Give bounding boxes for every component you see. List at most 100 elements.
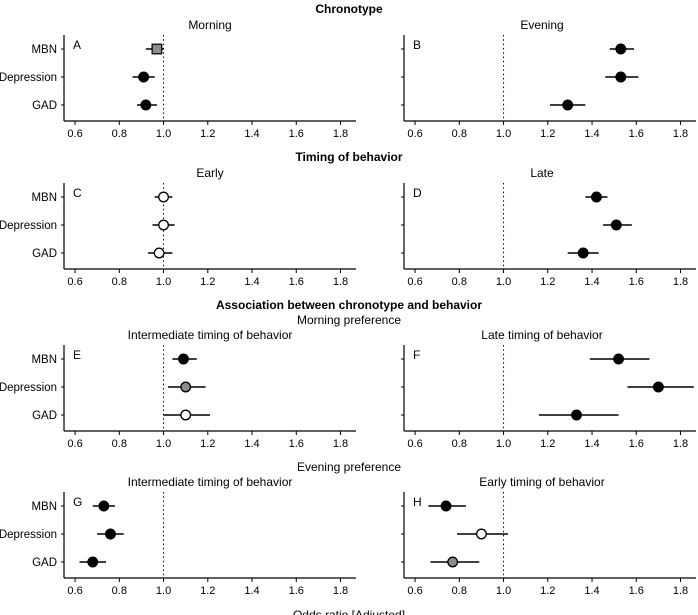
x-tick-label: 1.4 [244, 585, 259, 597]
x-tick-label: 1.2 [540, 128, 555, 140]
section-association-evening: Evening preference Intermediate timing o… [0, 460, 698, 607]
panel-letter: H [413, 495, 422, 509]
panel-d: 0.6 0.8 1.0 1.2 1.4 1.6 1.8 D [364, 181, 698, 298]
x-tick-label: 0.8 [452, 128, 467, 140]
x-tick-label: 1.4 [244, 276, 259, 288]
section-subheader: Evening preference [296, 460, 402, 474]
panel-c-plot: 0.6 0.8 1.0 1.2 1.4 1.6 1.8 C MBN Depression GAD [0, 183, 356, 288]
x-tick-label: 1.6 [289, 128, 304, 140]
x-tick-label: 1.2 [540, 276, 555, 288]
x-tick-label: 1.8 [333, 276, 348, 288]
panel-f: 0.6 0.8 1.0 1.2 1.4 1.6 1.8 F [364, 343, 698, 460]
panels-row: 0.6 0.8 1.0 1.2 1.4 1.6 1.8 G MBN Depression GAD 0… [0, 490, 698, 607]
x-tick-label: 0.8 [112, 128, 127, 140]
x-tick-label: 1.6 [629, 128, 644, 140]
section-timing-of-behavior: Timing of behavior Early Late 0.6 0.8 1.0 1… [0, 150, 698, 298]
x-tick-label: 1.0 [496, 276, 511, 288]
x-tick-label: 0.6 [67, 438, 82, 450]
panel-e-plot: 0.6 0.8 1.0 1.2 1.4 1.6 1.8 E MBN Depression GAD [0, 345, 356, 450]
panel-letter: A [73, 38, 81, 52]
y-category-label: Depression [0, 382, 57, 394]
panel-titles-row: Morning Evening [0, 17, 698, 33]
data-point [610, 219, 622, 231]
panel-e: 0.6 0.8 1.0 1.2 1.4 1.6 1.8 E MBN Depression GAD [0, 343, 364, 460]
x-tick-label: 0.6 [67, 585, 82, 597]
data-point [105, 528, 116, 540]
data-point [153, 247, 165, 259]
x-axis-label: Odds ratio [Adjusted] [292, 608, 406, 615]
x-tick-label: 1.0 [496, 438, 511, 450]
panel-title-g: Intermediate timing of behavior [127, 475, 293, 489]
x-tick-label: 1.6 [289, 585, 304, 597]
panel-b: 0.6 0.8 1.0 1.2 1.4 1.6 1.8 B [364, 33, 698, 150]
panel-titles-row: Intermediate timing of behavior Late tim… [0, 327, 698, 343]
x-tick-label: 1.8 [333, 585, 348, 597]
data-point [475, 528, 487, 540]
data-point [87, 556, 99, 568]
panel-letter: D [413, 186, 422, 200]
spacer [356, 327, 396, 343]
x-tick-label: 1.6 [289, 276, 304, 288]
panel-letter: E [73, 348, 81, 362]
data-point [151, 43, 163, 55]
panels-row: 0.6 0.8 1.0 1.2 1.4 1.6 1.8 A MBN Depression GAD 0… [0, 33, 698, 150]
panel-title-e: Intermediate timing of behavior [127, 328, 293, 342]
x-tick-label: 0.8 [112, 585, 127, 597]
panel-letter: G [73, 495, 82, 509]
panel-title-a: Morning [188, 18, 232, 32]
panel-title-c: Early [196, 166, 224, 180]
section-header: Association between chronotype and behav… [215, 298, 483, 312]
x-tick-label: 1.6 [289, 438, 304, 450]
spacer [356, 17, 396, 33]
x-tick-label: 0.6 [67, 128, 82, 140]
data-point [180, 381, 192, 393]
x-tick-label: 1.8 [673, 585, 688, 597]
x-tick-label: 1.6 [629, 276, 644, 288]
panel-b-plot: 0.6 0.8 1.0 1.2 1.4 1.6 1.8 B [401, 35, 696, 140]
spacer [356, 474, 396, 490]
panel-titles-row: Intermediate timing of behavior Early ti… [0, 474, 698, 490]
section-header: Chronotype [315, 2, 383, 16]
x-tick-label: 1.4 [244, 438, 259, 450]
x-tick-label: 1.2 [540, 438, 555, 450]
x-tick-label: 0.8 [452, 276, 467, 288]
data-point [615, 71, 627, 83]
data-point [447, 556, 459, 568]
panel-title-d: Late [530, 166, 554, 180]
panel-f-plot: 0.6 0.8 1.0 1.2 1.4 1.6 1.8 F [401, 345, 696, 450]
x-tick-label: 1.4 [584, 585, 599, 597]
x-tick-label: 1.6 [629, 438, 644, 450]
section-association-morning: Association between chronotype and behav… [0, 298, 698, 460]
data-point [591, 191, 602, 203]
panel-title-f: Late timing of behavior [481, 328, 603, 342]
panel-h: 0.6 0.8 1.0 1.2 1.4 1.6 1.8 H [364, 490, 698, 607]
panel-letter: F [413, 348, 420, 362]
panel-g: 0.6 0.8 1.0 1.2 1.4 1.6 1.8 G MBN Depression GAD [0, 490, 364, 607]
data-point [562, 99, 574, 111]
x-tick-label: 1.4 [584, 276, 599, 288]
data-point [180, 409, 192, 421]
spacer [0, 17, 64, 33]
x-tick-label: 1.0 [496, 128, 511, 140]
x-tick-label: 0.6 [407, 128, 422, 140]
x-tick-label: 1.4 [584, 128, 599, 140]
y-category-label: MBN [31, 44, 57, 56]
x-tick-label: 1.8 [673, 276, 688, 288]
x-tick-label: 1.0 [156, 585, 171, 597]
x-tick-label: 0.8 [452, 438, 467, 450]
x-tick-label: 0.6 [407, 585, 422, 597]
spacer [0, 474, 64, 490]
x-tick-label: 1.8 [333, 438, 348, 450]
y-category-label: Depression [0, 529, 57, 541]
spacer [356, 165, 396, 181]
panel-letter: B [413, 38, 421, 52]
section-subheader: Morning preference [296, 313, 402, 327]
y-category-label: GAD [32, 410, 57, 422]
x-tick-label: 0.8 [112, 438, 127, 450]
data-point [652, 381, 664, 393]
x-tick-label: 1.4 [244, 128, 259, 140]
panels-row: 0.6 0.8 1.0 1.2 1.4 1.6 1.8 C MBN Depression GAD 0… [0, 181, 698, 298]
data-point [158, 191, 169, 203]
data-point [615, 43, 627, 55]
section-chronotype: Chronotype Morning Evening 0.6 0.8 1.0 1.2 1… [0, 2, 698, 150]
